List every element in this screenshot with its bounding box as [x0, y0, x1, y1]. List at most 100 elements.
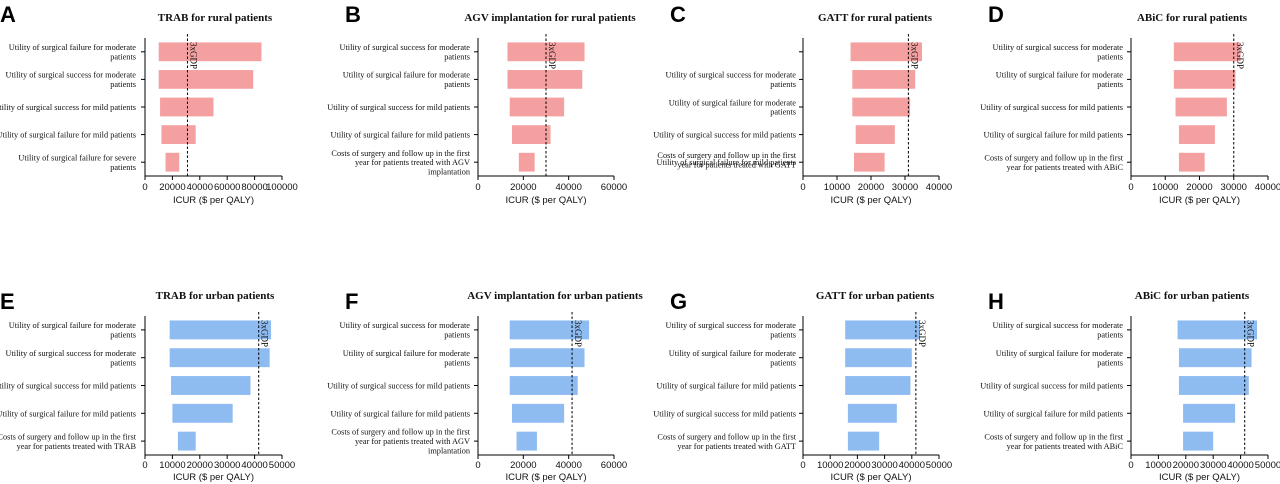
category-label: Utility of surgical failure for mild pat…	[331, 409, 470, 418]
tornado-bar	[847, 403, 897, 423]
tornado-bar	[512, 125, 551, 144]
category-label: Costs of surgery and follow up in the fi…	[657, 432, 796, 450]
tornado-bar	[161, 125, 196, 144]
x-tick-label: 40000	[899, 460, 925, 471]
reference-line-label: 3xGDP	[260, 320, 270, 347]
x-tick-label: 50000	[269, 460, 295, 471]
reference-line-label: 3xGDP	[909, 42, 919, 69]
x-tick-label: 40000	[555, 182, 581, 193]
category-label: Costs of surgery and follow up in the fi…	[657, 151, 796, 169]
x-tick-label: 0	[1128, 182, 1133, 193]
reference-line-label: 3xGDP	[573, 320, 583, 347]
category-label: Utility of surgical success for mild pat…	[980, 103, 1123, 112]
x-axis-label: ICUR ($ per QALY)	[1159, 472, 1240, 483]
tornado-bar	[845, 320, 920, 340]
x-tick-label: 60000	[214, 182, 240, 193]
x-tick-label: 10000	[159, 460, 185, 471]
tornado-bar	[509, 348, 585, 368]
x-tick-label: 50000	[1255, 460, 1280, 471]
tornado-bar	[512, 403, 565, 423]
x-tick-label: 40000	[1255, 182, 1280, 193]
tornado-bar	[845, 376, 911, 395]
category-label: Utility of surgical failure for moderate…	[669, 349, 797, 367]
x-tick-label: 100000	[266, 182, 298, 193]
x-axis-label: ICUR ($ per QALY)	[173, 195, 254, 206]
panel-f: F AGV implantation for urban patients Util…	[327, 289, 643, 483]
panel-letter: F	[345, 289, 358, 314]
x-tick-label: 30000	[871, 460, 897, 471]
x-axis-label: ICUR ($ per QALY)	[830, 472, 911, 483]
tornado-bar	[854, 152, 885, 172]
x-tick-label: 0	[475, 182, 480, 193]
tornado-bar	[1178, 125, 1215, 144]
x-tick-label: 30000	[1221, 182, 1247, 193]
category-label: Utility of surgical success for moderate…	[340, 43, 471, 61]
reference-line-label: 3xGDP	[1246, 320, 1256, 347]
x-tick-label: 20000	[159, 182, 185, 193]
panel-letter: H	[988, 289, 1004, 314]
x-axis-label: ICUR ($ per QALY)	[505, 195, 586, 206]
tornado-bar	[171, 376, 251, 395]
x-tick-label: 20000	[844, 460, 870, 471]
category-label: Utility of surgical failure for mild pat…	[657, 158, 796, 167]
x-tick-label: 20000	[1173, 460, 1199, 471]
x-tick-label: 0	[800, 182, 805, 193]
x-tick-label: 10000	[824, 182, 850, 193]
category-label: Utility of surgical success for moderate…	[993, 321, 1124, 339]
reference-line-label: 3xGDP	[547, 42, 557, 69]
tornado-bar	[1178, 348, 1252, 368]
panel-title: TRAB for urban patients	[156, 290, 275, 302]
panel-letter: G	[670, 289, 687, 314]
x-tick-label: 20000	[510, 182, 536, 193]
panel-letter: D	[988, 2, 1004, 27]
panel-letter: C	[670, 2, 686, 27]
x-tick-label: 30000	[1200, 460, 1226, 471]
category-label: Costs of surgery and follow up in the fi…	[984, 432, 1123, 450]
category-label: Utility of surgical failure for mild pat…	[657, 382, 796, 391]
tornado-bar	[1178, 152, 1205, 172]
category-label: Utility of surgical failure for moderate…	[996, 71, 1124, 89]
category-label: Costs of surgery and follow up in the fi…	[331, 428, 470, 456]
category-label: Utility of surgical success for mild pat…	[653, 409, 796, 418]
panel-c: C GATT for rural patients Utility of surgi…	[653, 2, 952, 206]
panel-e: E TRAB for urban patients Utility of surgi…	[0, 289, 295, 483]
tornado-bar	[855, 125, 895, 144]
x-tick-label: 0	[142, 182, 147, 193]
tornado-bar	[1178, 376, 1249, 395]
x-tick-label: 60000	[601, 182, 627, 193]
tornado-bar	[509, 376, 578, 395]
category-label: Utility of surgical failure for mild pat…	[984, 131, 1123, 140]
x-tick-label: 40000	[926, 182, 952, 193]
category-label: Utility of surgical success for mild pat…	[327, 103, 470, 112]
x-tick-label: 30000	[892, 182, 918, 193]
tornado-bar	[852, 97, 911, 117]
x-tick-label: 20000	[187, 460, 213, 471]
category-label: Utility of surgical failure for moderate…	[343, 71, 471, 89]
panel-letter: B	[345, 2, 361, 27]
category-label: Utility of surgical failure for mild pat…	[331, 131, 470, 140]
x-tick-label: 40000	[1227, 460, 1253, 471]
panel-title: AGV implantation for rural patients	[464, 12, 636, 24]
panel-letter: E	[0, 289, 15, 314]
tornado-bar	[158, 70, 254, 89]
panel-title: AGV implantation for urban patients	[467, 290, 643, 302]
tornado-bar	[847, 431, 880, 451]
x-tick-label: 10000	[817, 460, 843, 471]
panel-letter: A	[0, 2, 16, 27]
category-label: Utility of surgical failure for moderate…	[669, 98, 797, 116]
category-label: Utility of surgical success for mild pat…	[327, 382, 470, 391]
tornado-bar	[169, 348, 270, 368]
category-label: Utility of surgical success for moderate…	[340, 321, 471, 339]
tornado-bar	[516, 431, 537, 451]
x-tick-label: 40000	[555, 460, 581, 471]
tornado-bar	[177, 431, 196, 451]
x-tick-label: 0	[1128, 460, 1133, 471]
reference-line-label: 3xGDP	[1235, 42, 1245, 69]
panel-title: TRAB for rural patients	[158, 12, 273, 24]
tornado-bar	[509, 320, 590, 340]
x-tick-label: 20000	[510, 460, 536, 471]
x-tick-label: 0	[142, 460, 147, 471]
category-label: Utility of surgical failure for moderate…	[9, 43, 137, 61]
tornado-bar	[507, 42, 585, 62]
